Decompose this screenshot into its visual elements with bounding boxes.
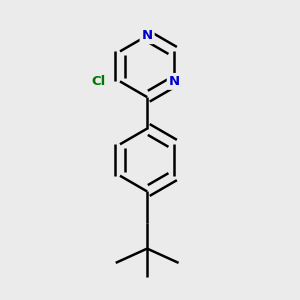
Text: Cl: Cl: [92, 75, 106, 88]
Text: N: N: [142, 29, 153, 42]
Text: N: N: [169, 75, 180, 88]
